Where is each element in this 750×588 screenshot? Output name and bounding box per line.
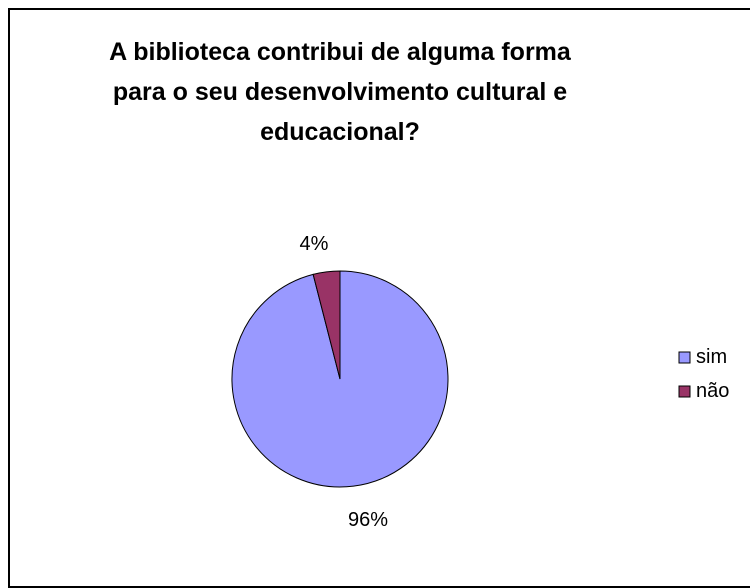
legend-swatch-sim: [678, 351, 691, 364]
chart-title-line-3: educacional?: [260, 118, 420, 146]
pie-label-não: 4%: [300, 233, 329, 255]
chart-title-line-1: A biblioteca contribui de alguma forma: [109, 38, 571, 66]
legend-label-não: não: [696, 380, 729, 402]
pie-slice-não: [312, 270, 341, 380]
legend-label-sim: sim: [696, 346, 727, 368]
chart-title: A biblioteca contribui de alguma forma p…: [0, 32, 680, 152]
chart-title-line-2: para o seu desenvolvimento cultural e: [112, 78, 568, 106]
legend-swatch-não: [678, 385, 691, 398]
pie-labels: 96% 4%: [300, 233, 389, 531]
pie-label-sim: 96%: [348, 509, 388, 531]
legend: sim não: [678, 346, 729, 402]
pie-slices: [231, 270, 449, 488]
